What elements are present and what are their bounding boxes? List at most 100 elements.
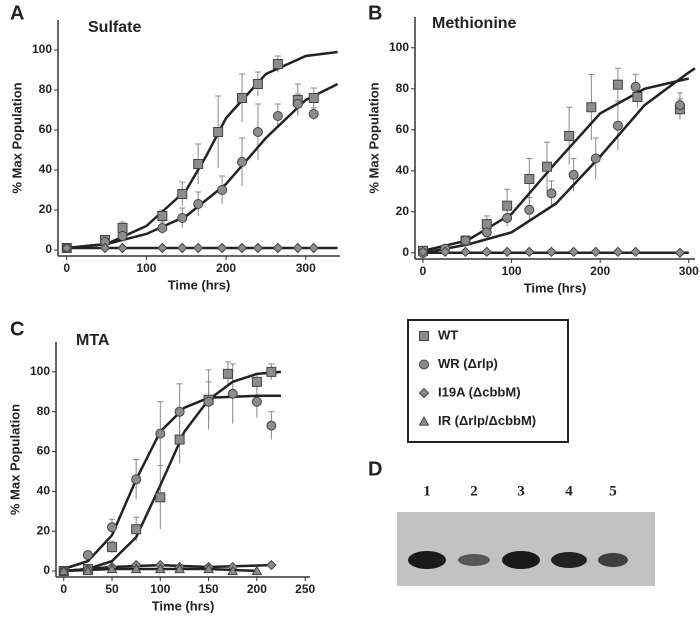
triangle-marker (203, 563, 214, 574)
square-marker (612, 79, 623, 90)
circle-marker (237, 157, 248, 167)
diamond-marker (236, 242, 248, 254)
panel-label: B (368, 2, 382, 24)
circle-marker (612, 120, 623, 131)
y-tick-label: 100 (32, 42, 52, 56)
y-tick-label: 60 (37, 444, 51, 458)
circle-marker (266, 420, 277, 431)
chart-title: MTA (76, 332, 110, 349)
diamond-marker (590, 246, 601, 258)
blot-band (408, 551, 446, 569)
triangle-marker (174, 563, 185, 574)
panel-label: C (10, 318, 24, 340)
diamond-marker (568, 246, 579, 258)
diamond-marker (481, 246, 492, 258)
diamond-marker (501, 246, 513, 258)
square-marker (564, 130, 575, 141)
circle-marker (460, 235, 471, 246)
circle-marker (481, 227, 492, 238)
x-tick-label: 0 (420, 264, 427, 278)
y-tick-label: 20 (37, 523, 51, 537)
x-axis-label: Time (hrs) (168, 277, 231, 292)
blot-band (598, 553, 628, 567)
diamond-marker (157, 242, 168, 254)
diamond-marker (417, 246, 429, 258)
diamond-marker (272, 242, 284, 254)
chart-title: Methionine (432, 15, 517, 32)
diamond-marker (117, 242, 128, 254)
x-tick-label: 0 (60, 582, 67, 596)
square-marker (272, 59, 283, 69)
blot-band (458, 554, 490, 566)
square-marker (157, 211, 168, 221)
circle-marker (292, 99, 303, 109)
square-marker (586, 102, 597, 113)
y-tick-label: 60 (39, 122, 53, 136)
circle-marker (177, 213, 188, 223)
circle-marker (590, 153, 601, 164)
y-axis-label: % Max Population (9, 82, 24, 193)
diamond-marker (177, 242, 188, 254)
square-marker (308, 93, 319, 103)
diamond-marker (192, 242, 204, 254)
fit-curve (422, 77, 690, 253)
diamond-marker (266, 559, 277, 571)
panel-label: D (368, 458, 382, 480)
circle-marker (217, 185, 228, 195)
fit-curve (63, 394, 281, 571)
y-tick-label: 40 (39, 162, 53, 176)
diamond-marker (524, 246, 535, 258)
y-tick-label: 100 (30, 364, 50, 378)
triangle-marker (58, 565, 70, 576)
square-marker (632, 91, 643, 102)
diamond-marker (439, 246, 451, 258)
x-tick-label: 300 (679, 264, 699, 278)
circle-marker (568, 169, 579, 180)
circle-marker (227, 388, 238, 399)
x-tick-label: 0 (63, 261, 70, 275)
panel-label: A (10, 2, 24, 24)
square-marker (222, 368, 233, 379)
x-tick-label: 100 (136, 261, 156, 275)
legend-label: WR (Δrlp) (438, 356, 498, 371)
triangle-marker (251, 565, 263, 576)
diamond-marker (674, 247, 686, 259)
diamond-marker (61, 242, 72, 254)
x-tick-label: 300 (296, 261, 316, 275)
fit-curve (422, 67, 696, 255)
legend-label: IR (Δrlp/ΔcbbM) (438, 413, 536, 428)
y-tick-label: 0 (45, 242, 52, 256)
x-axis-label: Time (hrs) (152, 598, 215, 613)
x-tick-label: 250 (295, 582, 315, 596)
x-axis-label: Time (hrs) (524, 280, 587, 295)
square-marker (251, 376, 262, 387)
square-marker (266, 366, 277, 377)
diamond-marker (99, 242, 111, 254)
circle-marker (117, 231, 128, 241)
chart-title: Sulfate (88, 19, 141, 36)
circle-marker (155, 428, 166, 439)
legend-marker (419, 331, 429, 341)
legend-marker (419, 359, 429, 370)
y-tick-label: 60 (396, 122, 410, 136)
x-tick-label: 200 (216, 261, 236, 275)
blot-band (502, 551, 540, 569)
legend-box (407, 319, 569, 443)
square-marker (131, 524, 142, 535)
square-marker (213, 127, 224, 137)
square-marker (155, 492, 166, 503)
y-axis-label: % Max Population (366, 82, 381, 193)
y-tick-label: 0 (402, 245, 409, 259)
diamond-marker (460, 246, 471, 258)
circle-marker (157, 223, 168, 233)
diamond-marker (612, 246, 624, 258)
y-tick-label: 80 (396, 81, 410, 95)
x-tick-label: 200 (247, 582, 267, 596)
blot-image (397, 512, 655, 586)
triangle-marker (154, 563, 166, 574)
blot-band (551, 552, 587, 568)
y-axis-label: % Max Population (7, 404, 22, 515)
fit-curve (63, 370, 282, 573)
square-marker (174, 434, 185, 445)
triangle-marker (82, 565, 94, 576)
